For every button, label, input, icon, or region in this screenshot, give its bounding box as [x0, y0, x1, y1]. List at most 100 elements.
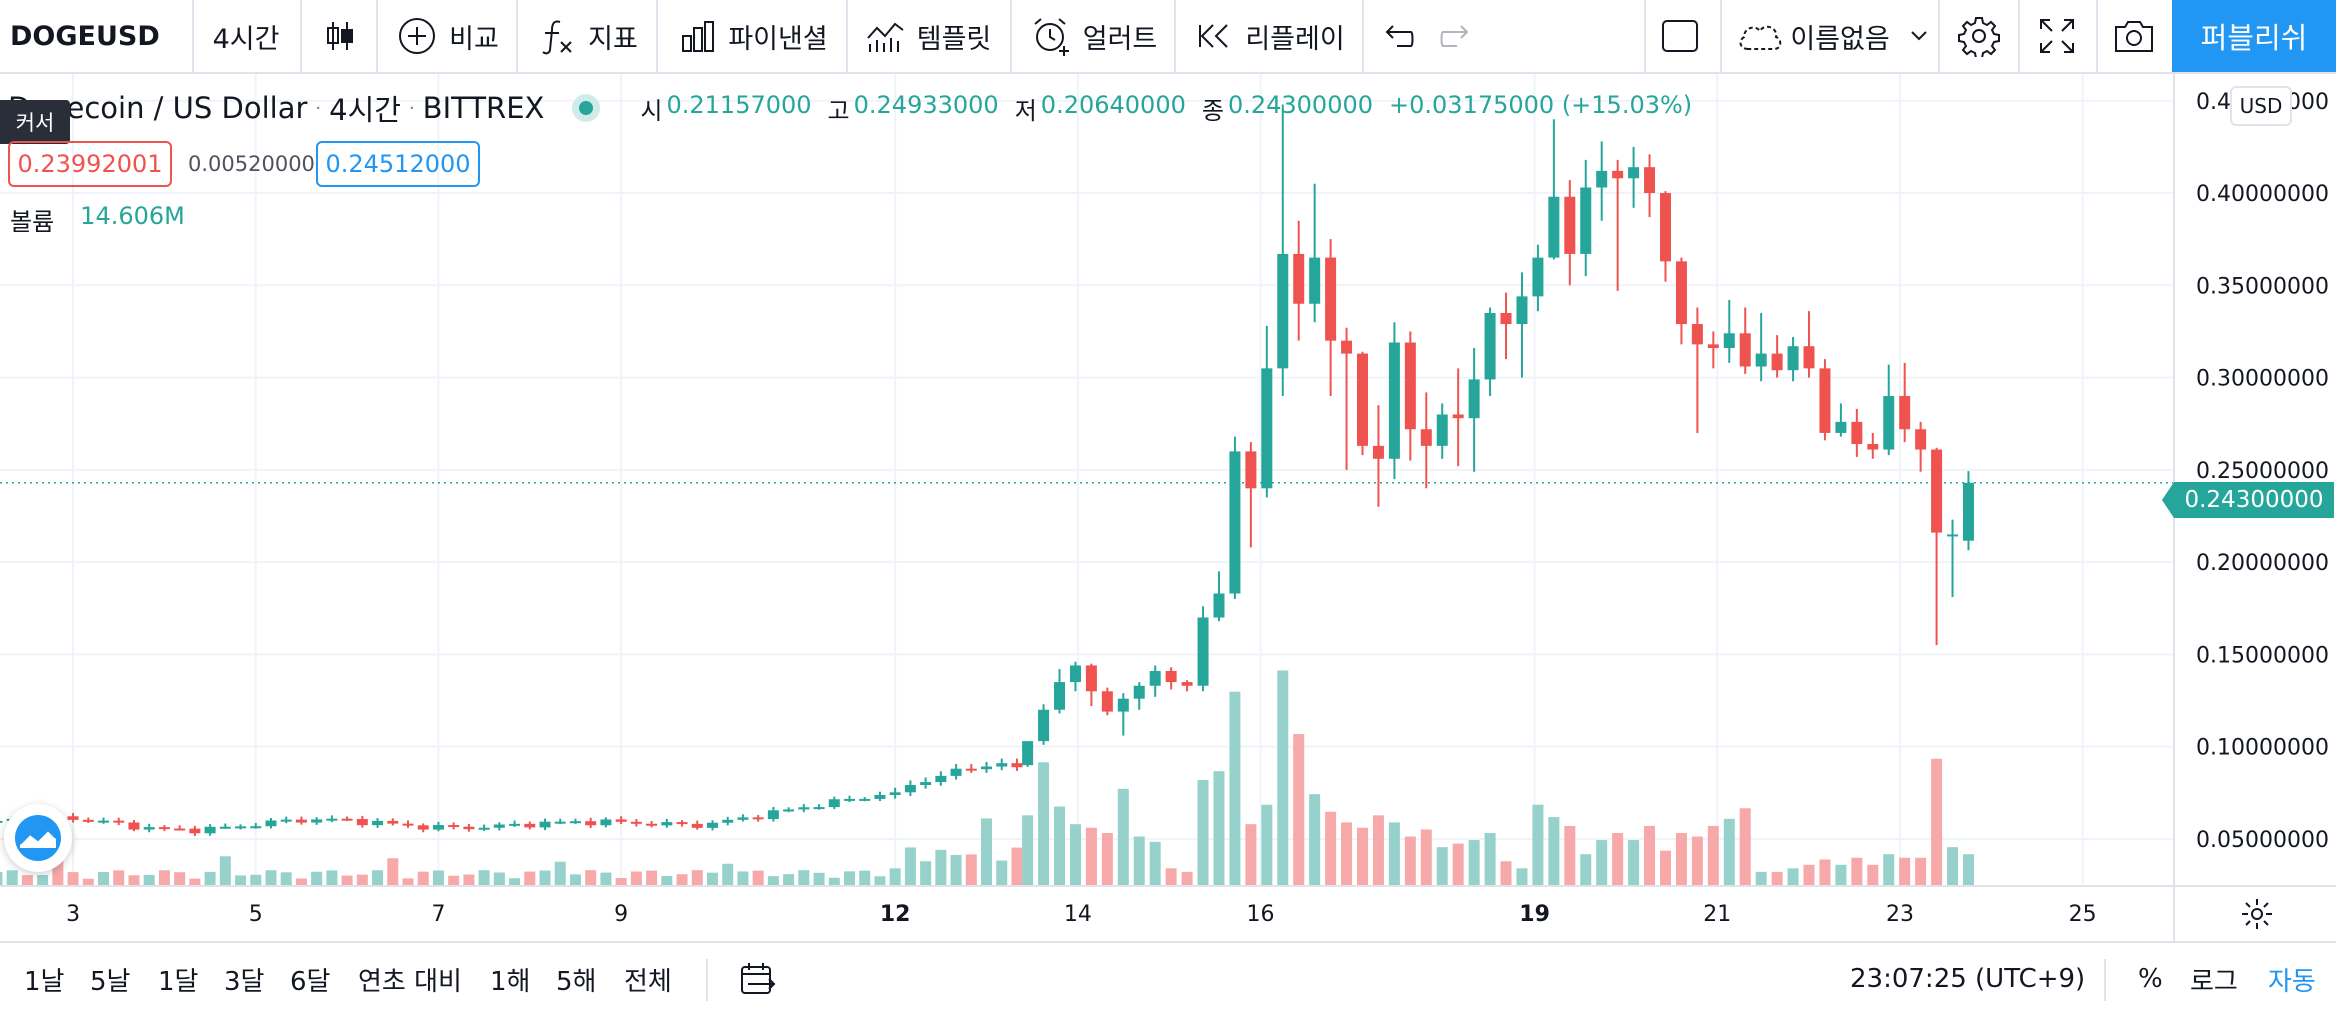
bid-price[interactable]: 0.23992001 [8, 141, 172, 187]
volume-bar [1293, 734, 1305, 886]
fullscreen-button[interactable] [2032, 0, 2082, 72]
candle-body [1580, 187, 1592, 254]
range-1d[interactable]: 1날 [24, 966, 65, 997]
compare-button[interactable]: 비교 [392, 0, 504, 72]
volume-bar [6, 870, 18, 886]
volume-bar [448, 875, 460, 886]
time-tick-label: 3 [66, 902, 80, 927]
candle-body [859, 798, 871, 801]
redo-button[interactable] [1434, 0, 1476, 72]
candle-body [1883, 396, 1895, 450]
volume-bar [463, 874, 475, 886]
range-all[interactable]: 전체 [624, 966, 672, 997]
candle-body [448, 825, 460, 828]
candle-body [889, 792, 901, 795]
fullscreen-selection-button[interactable] [1656, 0, 1704, 72]
volume-bar [1819, 859, 1831, 886]
goto-date-button[interactable] [738, 959, 776, 999]
volume-bar [174, 872, 186, 886]
candle-body [1851, 421, 1863, 445]
percent-scale-button[interactable]: % [2138, 964, 2163, 994]
clock-timezone[interactable]: 23:07:25 (UTC+9) [1850, 964, 2086, 994]
publish-button[interactable]: 퍼블리쉬 [2172, 0, 2336, 72]
wave-icon [15, 815, 61, 861]
candle-body [1069, 665, 1081, 683]
volume-bar [1133, 836, 1145, 886]
templates-button[interactable]: 템플릿 [864, 0, 992, 72]
market-status-icon[interactable] [572, 94, 601, 122]
volume-bar [493, 872, 505, 886]
settings-button[interactable] [1954, 0, 2004, 72]
volume-bars [0, 670, 1974, 886]
volume-bar [1771, 871, 1783, 886]
candle-body [1803, 346, 1815, 369]
axis-settings-icon[interactable] [2240, 897, 2274, 931]
range-6m[interactable]: 6달 [290, 966, 331, 997]
financials-button[interactable]: 파이낸셜 [674, 0, 834, 72]
candle-body [904, 785, 916, 793]
candle-body [1277, 253, 1289, 369]
interval-selector[interactable]: 4시간 [212, 23, 280, 55]
time-tick-label: 5 [249, 902, 263, 927]
layout-menu[interactable]: 이름없음 [1732, 0, 1932, 72]
candle-body [341, 818, 353, 821]
volume-bar [158, 870, 170, 886]
price-tick-label: 0.25000000 [2196, 459, 2329, 484]
candle-body [1771, 353, 1783, 371]
price-tick-label: 0.40000000 [2196, 182, 2329, 207]
volume-bar [1612, 833, 1624, 886]
candle-body [128, 822, 140, 830]
snapshot-button[interactable] [2108, 0, 2160, 72]
candle-body [524, 823, 536, 828]
volume-bar [600, 872, 612, 886]
range-5d[interactable]: 5날 [90, 966, 131, 997]
price-tick-label: 0.15000000 [2196, 643, 2329, 668]
volume-bar [311, 871, 323, 886]
volume-bar [1899, 857, 1911, 886]
volume-bar [767, 876, 779, 886]
volume-bar [646, 870, 658, 886]
candle-body [767, 810, 779, 820]
volume-bar [874, 876, 886, 886]
volume-bar [1022, 815, 1034, 886]
candle-body [1484, 312, 1496, 380]
range-3m[interactable]: 3달 [224, 966, 265, 997]
alert-button[interactable]: 얼러트 [1026, 0, 1162, 72]
candle-body [950, 768, 962, 776]
symbol-search[interactable]: DOGEUSD [10, 20, 160, 52]
auto-scale-button[interactable]: 자동 [2268, 966, 2316, 997]
ask-price[interactable]: 0.24512000 [316, 141, 480, 187]
volume-bar [219, 856, 231, 886]
range-ytd[interactable]: 연초 대비 [358, 966, 462, 997]
volume-bar [432, 870, 444, 886]
time-tick-label: 14 [1064, 902, 1092, 927]
volume-bar [326, 870, 338, 886]
range-1y[interactable]: 1해 [490, 966, 531, 997]
volume-bar [235, 875, 247, 886]
chart-type-button[interactable] [318, 0, 362, 72]
bottom-divider [2104, 959, 2106, 1001]
candlestick-chart[interactable]: 0.05000000 0.10000000 0.15000000 0.20000000… [0, 74, 2336, 941]
log-scale-button[interactable]: 로그 [2190, 966, 2238, 997]
volume-bar [935, 849, 947, 886]
range-5y[interactable]: 5해 [556, 966, 597, 997]
price-tick-label: 0.10000000 [2196, 736, 2329, 761]
replay-button[interactable]: 리플레이 [1194, 0, 1348, 72]
time-tick-label: 23 [1886, 902, 1914, 927]
chart-area[interactable]: 0.05000000 0.10000000 0.15000000 0.20000000… [0, 74, 2336, 941]
chart-logo-button[interactable] [4, 804, 72, 872]
candle-body [113, 820, 125, 823]
candle-body [1707, 344, 1719, 349]
candle-body [326, 818, 338, 821]
candle-body [1372, 445, 1384, 459]
range-1m[interactable]: 1달 [158, 966, 199, 997]
candle-body [1197, 617, 1209, 686]
undo-button[interactable] [1378, 0, 1420, 72]
indicators-button[interactable]: 지표 [536, 0, 642, 72]
currency-badge[interactable]: USD [2230, 86, 2292, 126]
volume-bar [554, 861, 566, 886]
volume-bar [706, 872, 718, 886]
bottom-divider [706, 959, 708, 1001]
candle-body [813, 807, 825, 810]
legend-separator: · [315, 97, 322, 119]
